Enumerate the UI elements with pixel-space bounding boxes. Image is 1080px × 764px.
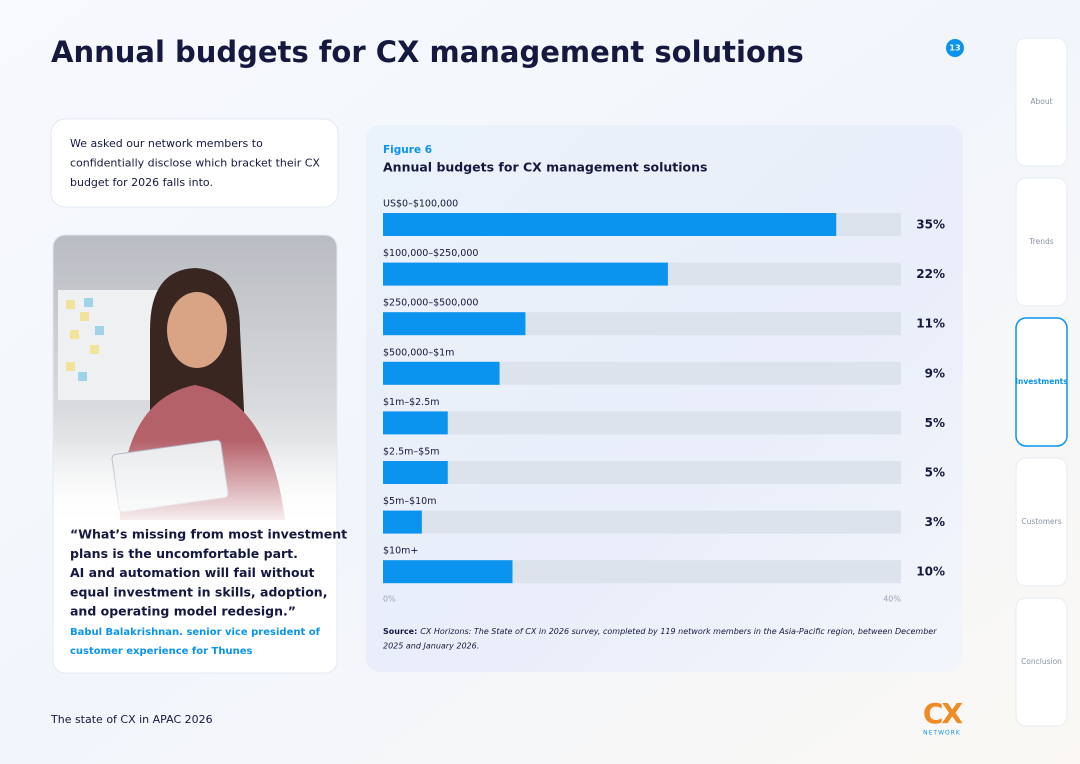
bar [383, 461, 448, 484]
chart-panel [366, 125, 963, 672]
nav-tab-label[interactable]: About [1030, 97, 1052, 106]
source-text: CX Horizons: The State of CX in 2026 sur… [420, 627, 937, 636]
bar [383, 560, 513, 584]
nav-tab[interactable] [1015, 317, 1068, 447]
nav-tab-label[interactable]: Customers [1021, 517, 1061, 526]
bar [383, 312, 526, 336]
quote-line: “What’s missing from most investment [70, 527, 347, 542]
bar [383, 510, 422, 534]
intro-card [50, 118, 339, 208]
category-label: $5m–$10m [383, 496, 436, 507]
category-label: $100,000–$250,000 [383, 248, 478, 259]
quote-line: and operating model redesign.” [70, 604, 296, 619]
value-label: 11% [916, 317, 945, 331]
category-label: $250,000–$500,000 [383, 298, 478, 309]
footer-text: The state of CX in APAC 2026 [50, 713, 213, 726]
bar [383, 262, 668, 286]
nav-tab-label[interactable]: Conclusion [1021, 657, 1062, 666]
value-label: 3% [925, 515, 945, 529]
value-label: 5% [925, 416, 945, 430]
intro: We asked our network members to confident… [70, 137, 320, 189]
value-label: 5% [925, 466, 945, 480]
bar [383, 213, 837, 236]
photo-border [52, 234, 338, 674]
page-number: 13 [949, 44, 960, 53]
nav-tab[interactable] [1015, 37, 1068, 167]
value-label: 22% [916, 267, 945, 281]
quote-attribution: Babul Balakrishnan. senior vice presiden… [70, 627, 321, 638]
logo-sub: NETWORK [923, 730, 961, 737]
photo-card [53, 235, 337, 673]
value-label: 9% [925, 366, 945, 380]
figure-label: Figure 6 [383, 144, 432, 156]
bar-track [383, 361, 901, 385]
value-label: 10% [916, 565, 945, 579]
page-title: Annual budgets for CX management solutio… [51, 35, 804, 69]
bar-track [383, 461, 901, 484]
value-label: 35% [916, 218, 945, 232]
quote-line: equal investment in skills, adoption, [70, 584, 327, 599]
source: Source: CX Horizons: The State of CX in 2… [383, 627, 937, 651]
category-label: $10m+ [383, 546, 418, 557]
nav: About Trends Investments Customers Conclusio… [1015, 37, 1068, 727]
chart-title: Annual budgets for CX management solutio… [383, 160, 707, 175]
intro-line: budget for 2026 falls into. [70, 176, 213, 189]
bar-track [383, 411, 901, 435]
quote: “What’s missing from most investment plan… [70, 527, 347, 658]
source-line: 2025 and January 2026. [383, 642, 479, 651]
quote-attribution: customer experience for Thunes [70, 646, 252, 657]
category-label: $2.5m–$5m [383, 447, 440, 458]
quote-line: AI and automation will fail without [70, 565, 315, 580]
category-label: $500,000–$1m [383, 347, 454, 358]
nav-tab-label[interactable]: Trends [1028, 237, 1054, 246]
intro-line: We asked our network members to [70, 137, 263, 150]
source-line: Source: CX Horizons: The State of CX in 2… [383, 627, 937, 636]
nav-tab[interactable] [1015, 597, 1068, 727]
logo: CX [923, 697, 964, 730]
bar-track [383, 510, 901, 534]
quote-line: plans is the uncomfortable part. [70, 546, 298, 561]
bar [383, 361, 500, 385]
nav-tab[interactable] [1015, 177, 1068, 307]
bar [383, 411, 448, 435]
nav-tab[interactable] [1015, 457, 1068, 587]
category-label: $1m–$2.5m [383, 397, 440, 408]
category-label: US$0–$100,000 [383, 199, 458, 210]
nav-tab-label[interactable]: Investments [1015, 377, 1068, 386]
x-tick-label: 40% [883, 595, 901, 604]
source-label: Source: [383, 627, 417, 636]
chart: US$0–$100,000 35% $100,000–$250,000 22% $250… [383, 199, 945, 604]
intro-line: confidentially disclose which bracket th… [70, 157, 320, 170]
x-tick-label: 0% [383, 595, 396, 604]
page-badge [946, 39, 964, 57]
